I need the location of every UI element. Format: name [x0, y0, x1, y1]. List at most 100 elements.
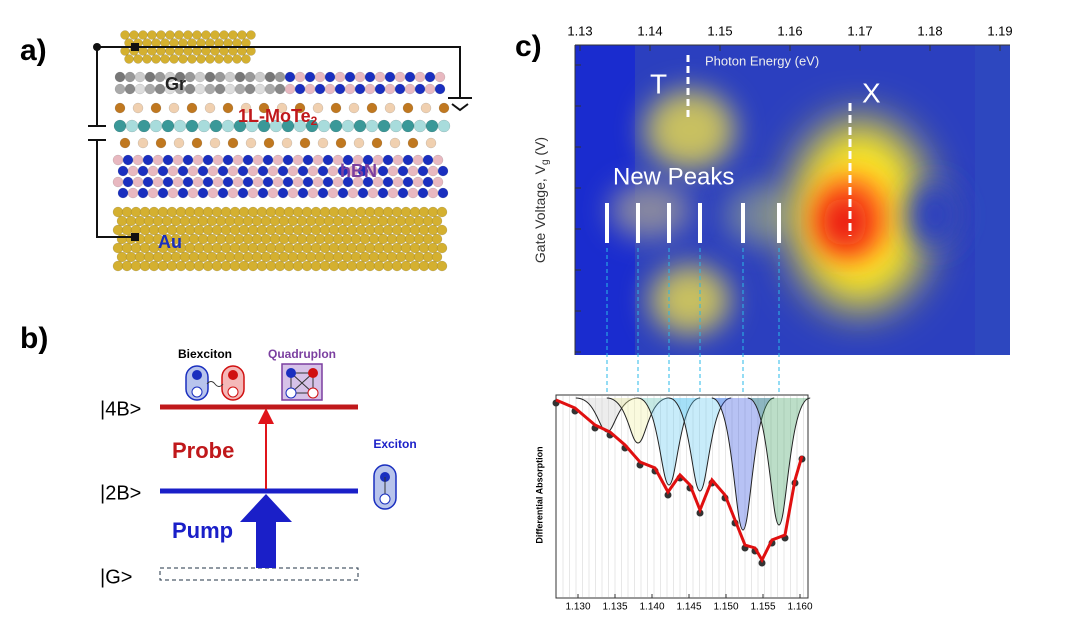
- atom: [241, 54, 251, 64]
- atom: [296, 233, 308, 245]
- atom: [305, 215, 317, 227]
- atom: [143, 233, 155, 245]
- atom: [154, 83, 166, 95]
- atom: [161, 251, 173, 263]
- atom: [436, 242, 448, 254]
- atom: [400, 260, 412, 272]
- atom: [233, 251, 245, 263]
- atom: [332, 251, 344, 263]
- y-title-suffix: (V): [532, 137, 548, 160]
- atom: [377, 233, 389, 245]
- atom: [431, 251, 443, 263]
- atom: [274, 71, 286, 83]
- atom: [188, 215, 200, 227]
- atom: [229, 242, 241, 254]
- atom: [319, 242, 331, 254]
- atom: [307, 187, 319, 199]
- atom: [287, 215, 299, 227]
- atom: [337, 260, 349, 272]
- atom: [322, 176, 334, 188]
- atom: [173, 119, 187, 133]
- atom: [341, 119, 355, 133]
- exciton-label: Exciton: [373, 437, 416, 451]
- atom: [122, 176, 134, 188]
- atom: [193, 242, 205, 254]
- atom: [143, 215, 155, 227]
- atom: [188, 233, 200, 245]
- atom: [188, 251, 200, 263]
- atom: [355, 242, 367, 254]
- atom: [152, 215, 164, 227]
- pump-label: Pump: [172, 518, 233, 543]
- atom: [329, 119, 343, 133]
- atom: [209, 137, 221, 149]
- atom: [160, 54, 170, 64]
- atom: [278, 233, 290, 245]
- atom: [386, 251, 398, 263]
- atom: [113, 119, 127, 133]
- atom: [206, 233, 218, 245]
- atom: [418, 260, 430, 272]
- atom: [252, 176, 264, 188]
- atom: [407, 165, 419, 177]
- atom: [154, 71, 166, 83]
- atom: [282, 176, 294, 188]
- atom: [432, 154, 444, 166]
- exciton-icon: [373, 464, 397, 510]
- atom: [120, 30, 130, 40]
- atom: [151, 54, 161, 64]
- atom: [404, 71, 416, 83]
- atom: [207, 187, 219, 199]
- atom: [368, 251, 380, 263]
- atom: [317, 165, 329, 177]
- atom: [384, 102, 396, 114]
- atom: [337, 206, 349, 218]
- atom: [269, 233, 281, 245]
- atom: [232, 54, 242, 64]
- mote-label: 1L-MoTe2: [238, 106, 318, 128]
- atom: [224, 71, 236, 83]
- atom: [420, 102, 432, 114]
- atom: [211, 260, 223, 272]
- atom: [407, 187, 419, 199]
- atom: [334, 83, 346, 95]
- atom: [219, 30, 229, 40]
- atom: [238, 224, 250, 236]
- atom: [341, 233, 353, 245]
- atom: [191, 137, 203, 149]
- atom: [302, 154, 314, 166]
- atom: [269, 215, 281, 227]
- atom: [133, 54, 143, 64]
- atom: [132, 102, 144, 114]
- atom: [348, 102, 360, 114]
- atom: [301, 260, 313, 272]
- atom: [425, 119, 439, 133]
- atom: [220, 224, 232, 236]
- atom: [197, 119, 211, 133]
- atom: [237, 30, 247, 40]
- atom: [335, 137, 347, 149]
- atom: [215, 233, 227, 245]
- quadruplon-label: Quadruplon: [268, 347, 336, 361]
- atom: [346, 242, 358, 254]
- atom: [364, 260, 376, 272]
- atom: [152, 154, 164, 166]
- atom: [297, 165, 309, 177]
- atom: [265, 260, 277, 272]
- atom: [223, 54, 233, 64]
- atom: [387, 165, 399, 177]
- atom: [354, 71, 366, 83]
- atom: [242, 215, 254, 227]
- atom: [328, 242, 340, 254]
- atom: [187, 54, 197, 64]
- atom: [167, 187, 179, 199]
- atom: [310, 242, 322, 254]
- atom: [175, 206, 187, 218]
- atom: [283, 206, 295, 218]
- atom: [332, 233, 344, 245]
- atom: [400, 224, 412, 236]
- atom: [346, 206, 358, 218]
- atom: [350, 233, 362, 245]
- atom: [305, 233, 317, 245]
- x-label: X: [862, 77, 881, 108]
